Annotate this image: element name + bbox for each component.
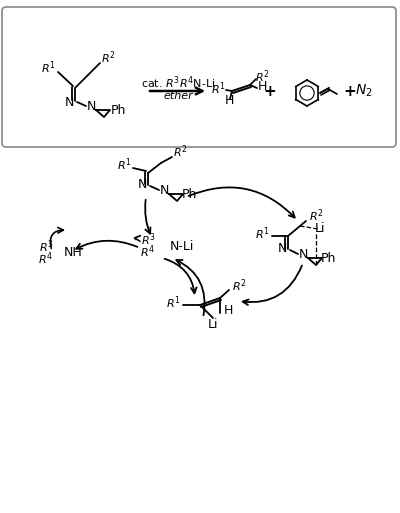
Text: $R^4$: $R^4$ [38, 251, 54, 267]
Text: $R^2$: $R^2$ [173, 144, 187, 160]
Text: $R^1$: $R^1$ [166, 294, 180, 311]
Text: $R^2$: $R^2$ [232, 278, 246, 294]
Text: H: H [223, 304, 233, 317]
Text: N-Li: N-Li [170, 240, 194, 252]
Text: $R^2$: $R^2$ [255, 69, 269, 85]
Text: Li: Li [315, 223, 325, 235]
Text: $R^2$: $R^2$ [309, 208, 323, 224]
Text: $R^1$: $R^1$ [211, 81, 225, 97]
Text: $R^2$: $R^2$ [101, 50, 115, 66]
Text: H: H [224, 94, 234, 108]
Text: $R^4$: $R^4$ [140, 244, 156, 260]
Text: N: N [298, 248, 308, 262]
Text: +: + [264, 84, 276, 98]
Text: $R^1$: $R^1$ [117, 156, 131, 173]
Text: N: N [137, 179, 147, 191]
FancyBboxPatch shape [2, 7, 396, 147]
Text: $R^3$: $R^3$ [141, 232, 155, 248]
Text: N: N [159, 185, 169, 198]
Text: N: N [64, 95, 74, 109]
Text: Ph: Ph [181, 188, 197, 202]
Text: Ph: Ph [110, 104, 126, 116]
Text: NH: NH [64, 247, 83, 260]
Text: N: N [86, 101, 96, 113]
Text: cat. $R^3R^4$N-Li: cat. $R^3R^4$N-Li [141, 75, 215, 91]
Text: $R^1$: $R^1$ [255, 226, 269, 242]
Text: Ph: Ph [320, 252, 336, 266]
Text: $N_2$: $N_2$ [355, 83, 373, 99]
Text: $R^1$: $R^1$ [41, 60, 55, 76]
Text: +: + [344, 84, 356, 98]
Text: ether: ether [163, 91, 193, 101]
Text: Li: Li [208, 318, 218, 330]
Text: $R^3$: $R^3$ [39, 239, 53, 255]
Text: H: H [257, 81, 267, 93]
Text: N: N [277, 243, 287, 255]
